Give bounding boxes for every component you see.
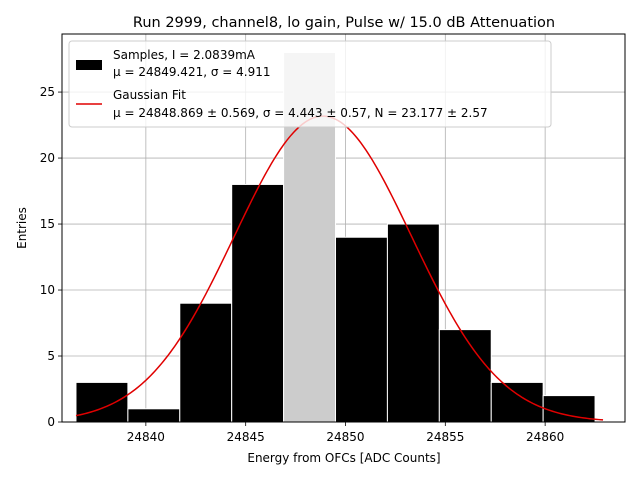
x-axis-title: Energy from OFCs [ADC Counts]: [247, 451, 440, 465]
y-tick-label-0: 0: [47, 415, 55, 429]
y-tick-label-4: 20: [40, 151, 55, 165]
y-tick-label-2: 10: [40, 283, 55, 297]
y-axis: 0 5 10 15 20 25: [40, 85, 62, 429]
histogram-bar-0: [75, 381, 129, 423]
histogram-bar-5: [335, 236, 388, 423]
legend-label-fit: Gaussian Fit: [113, 88, 186, 102]
legend-swatch-samples: [76, 60, 102, 70]
x-tick-label-3: 24855: [426, 430, 464, 444]
histogram-bar-2: [179, 302, 233, 423]
histogram-bar-6: [386, 223, 440, 423]
y-tick-label-3: 15: [40, 217, 55, 231]
y-tick-label-1: 5: [47, 349, 55, 363]
histogram-bar-3: [231, 183, 285, 423]
y-axis-title: Entries: [15, 207, 29, 249]
legend: Samples, I = 2.0839mA μ = 24849.421, σ =…: [68, 40, 552, 128]
histogram-bar-1: [127, 408, 181, 423]
legend-detail-fit: μ = 24848.869 ± 0.569, σ = 4.443 ± 0.57,…: [113, 106, 488, 120]
x-tick-label-2: 24850: [326, 430, 364, 444]
plot-frame: [61, 33, 626, 423]
x-axis: 24840 24845 24850 24855 24860: [127, 422, 564, 444]
legend-detail-samples: μ = 24849.421, σ = 4.911: [113, 65, 270, 79]
y-tick-label-5: 25: [40, 85, 55, 99]
chart-title: Run 2999, channel8, lo gain, Pulse w/ 15…: [133, 15, 555, 31]
x-tick-label-1: 24845: [227, 430, 265, 444]
histogram-bar-8: [490, 381, 544, 423]
x-tick-label-4: 24860: [526, 430, 564, 444]
x-tick-label-0: 24840: [127, 430, 165, 444]
legend-box: [68, 40, 552, 128]
histogram-bar-7: [438, 329, 492, 423]
legend-label-samples: Samples, I = 2.0839mA: [113, 48, 256, 62]
